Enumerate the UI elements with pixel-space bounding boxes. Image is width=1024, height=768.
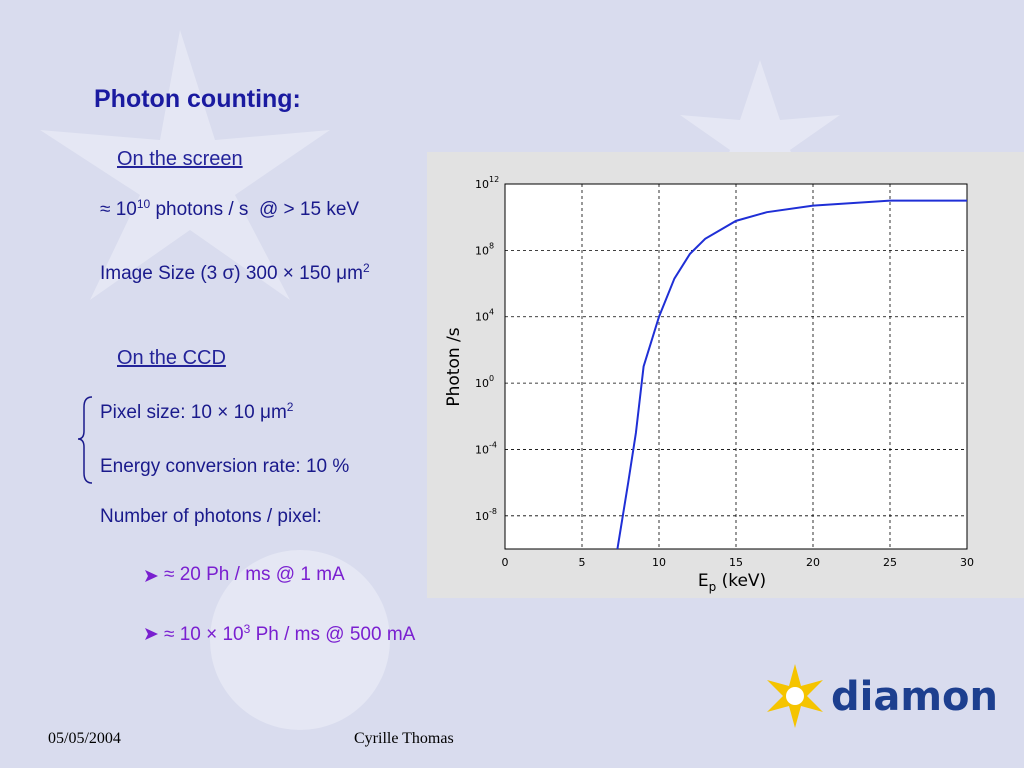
text-line: ≈ 1010 photons / s @ > 15 keV — [100, 197, 360, 220]
text-line: Image Size (3 σ) 300 × 150 μm2 — [100, 261, 370, 284]
y-tick-exponent: -8 — [489, 507, 497, 516]
bullet-line: ≈ 10 × 103 Ph / ms @ 500 mA — [164, 622, 416, 645]
section-heading: On the screen — [117, 148, 243, 170]
y-tick-base: 10 — [475, 377, 489, 390]
y-tick-base: 10 — [475, 510, 489, 523]
x-tick-label: 5 — [579, 556, 586, 569]
x-tick-label: 20 — [806, 556, 820, 569]
x-tick-label: 15 — [729, 556, 743, 569]
y-tick-exponent: 4 — [489, 308, 494, 317]
y-tick-label: 108 — [475, 241, 494, 257]
bullet-arrow — [145, 570, 158, 582]
y-tick-label: 10-8 — [475, 507, 497, 523]
y-tick-base: 10 — [475, 244, 489, 257]
y-tick-label: 1012 — [475, 175, 499, 191]
x-tick-label: 30 — [960, 556, 974, 569]
chart: Photon /s Ep (keV) 0 5 10 15 20 25 3010-810-41… — [427, 152, 1024, 598]
brace — [77, 396, 93, 484]
x-tick-label: 0 — [502, 556, 509, 569]
footer-date: 05/05/2004 — [48, 730, 121, 747]
x-axis-label: Ep (keV) — [698, 571, 766, 594]
logo-text: diamond — [831, 674, 995, 720]
section-heading: On the CCD — [117, 347, 226, 369]
bullet-line: ≈ 20 Ph / ms @ 1 mA — [164, 564, 345, 585]
data-line — [616, 199, 967, 550]
y-tick-base: 10 — [475, 311, 489, 324]
text-line: Energy conversion rate: 10 % — [100, 456, 350, 477]
x-tick-label: 10 — [652, 556, 666, 569]
text-line: Pixel size: 10 × 10 μm2 — [100, 400, 294, 423]
footer-author: Cyrille Thomas — [354, 730, 454, 747]
y-tick-exponent: -4 — [489, 440, 497, 449]
text-line: Number of photons / pixel: — [100, 506, 322, 527]
y-tick-base: 10 — [475, 178, 489, 191]
y-axis-label: Photon /s — [444, 327, 464, 406]
y-tick-exponent: 8 — [489, 241, 494, 250]
y-tick-label: 104 — [475, 308, 494, 324]
y-tick-exponent: 0 — [489, 374, 494, 383]
logo: diamond — [767, 664, 995, 728]
y-tick-label: 10-4 — [475, 440, 497, 456]
y-tick-label: 100 — [475, 374, 494, 390]
y-tick-exponent: 12 — [489, 175, 499, 184]
slide-title: Photon counting: — [94, 85, 301, 113]
y-tick-base: 10 — [475, 443, 489, 456]
x-tick-label: 25 — [883, 556, 897, 569]
bullet-arrow — [145, 628, 158, 640]
